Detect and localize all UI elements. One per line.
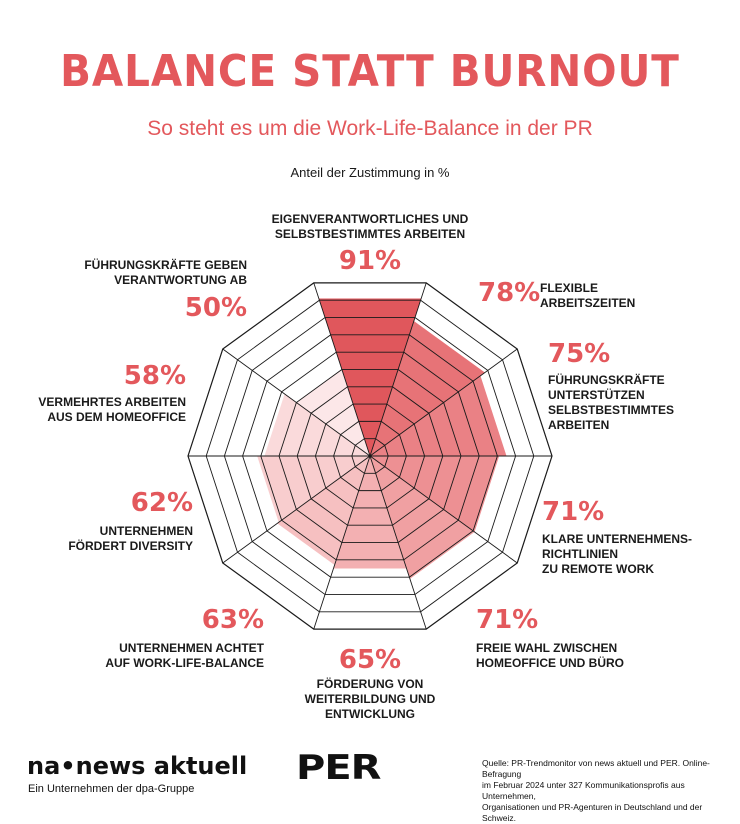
chart-title: BALANCE STATT BURNOUT [60, 46, 680, 97]
category-label-2: FÜHRUNGSKRÄFTE UNTERSTÜTZEN SELBSTBESTIMMT… [548, 373, 675, 432]
grid-spoke-6 [222, 455, 371, 564]
value-label-9: 50% [184, 293, 247, 323]
unit-note: Anteil der Zustimmung in % [290, 165, 450, 180]
value-label-0: 91% [338, 246, 402, 276]
category-label-9: FÜHRUNGSKRÄFTE GEBEN VERANTWORTUNG AB [84, 258, 247, 287]
category-label-3: KLARE UNTERNEHMENS- RICHTLINIEN ZU REMOTE … [542, 532, 692, 576]
sector-3 [370, 456, 500, 532]
grid-spoke-1 [369, 348, 518, 457]
category-label-7: UNTERNEHMEN FÖRDERT DIVERSITY [68, 524, 193, 553]
category-label-5: FÖRDERUNG VON WEITERBILDUNG UND ENTWICKLUN… [304, 677, 436, 721]
category-label-1: FLEXIBLE ARBEITSZEITEN [540, 281, 636, 310]
value-label-5: 65% [338, 645, 402, 675]
per-logo: PER [296, 748, 381, 788]
sector-4 [370, 456, 475, 579]
grid-spoke-8 [222, 348, 371, 457]
grid-spoke-4 [369, 455, 427, 630]
news-aktuell-tagline: Ein Unternehmen der dpa-Gruppe [28, 783, 195, 795]
sector-5 [333, 456, 407, 569]
value-label-4: 71% [476, 605, 539, 635]
source-note: Quelle: PR-Trendmonitor von news aktuell… [482, 758, 710, 823]
chart-subtitle: So steht es um die Work-Life-Balance in … [147, 117, 593, 140]
value-label-7: 62% [130, 488, 193, 518]
value-label-1: 78% [478, 278, 541, 308]
sector-6 [277, 456, 370, 566]
category-label-6: UNTERNEHMEN ACHTET AUF WORK-LIFE-BALANCE [105, 641, 264, 670]
grid-spoke-5 [313, 455, 371, 630]
sector-7 [257, 456, 370, 523]
sector-0 [318, 298, 422, 456]
category-label-8: VERMEHRTES ARBEITEN AUS DEM HOMEOFFICE [38, 395, 186, 424]
value-label-2: 75% [548, 339, 611, 369]
grid-spoke-0 [369, 282, 427, 457]
category-label-4: FREIE WAHL ZWISCHEN HOMEOFFICE UND BÜRO [476, 641, 624, 670]
grid-spoke-3 [369, 455, 518, 564]
grid-spoke-9 [313, 282, 371, 457]
value-label-6: 63% [201, 605, 264, 635]
sector-8 [264, 393, 370, 456]
sector-1 [370, 320, 485, 456]
sector-9 [296, 369, 370, 456]
news-aktuell-logo: na•news aktuell [27, 752, 248, 780]
category-label-0: EIGENVERANTWORTLICHES UND SELBSTBESTIMMTE… [271, 212, 469, 241]
value-label-8: 58% [123, 361, 186, 391]
value-label-3: 71% [542, 497, 605, 527]
